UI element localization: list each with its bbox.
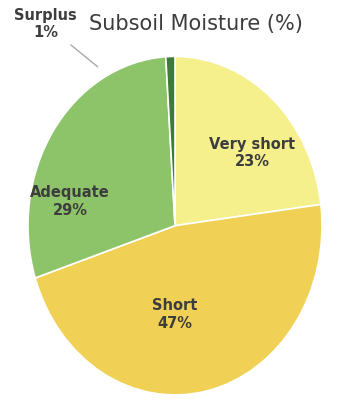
Text: Adequate
29%: Adequate 29%	[30, 185, 110, 218]
Text: Short
47%: Short 47%	[152, 298, 198, 330]
Wedge shape	[166, 56, 175, 226]
Text: Very short
23%: Very short 23%	[209, 137, 295, 169]
Text: Surplus
1%: Surplus 1%	[14, 8, 98, 67]
Wedge shape	[175, 56, 321, 226]
Text: Subsoil Moisture (%): Subsoil Moisture (%)	[89, 14, 303, 34]
Wedge shape	[28, 57, 175, 278]
Wedge shape	[35, 204, 322, 395]
